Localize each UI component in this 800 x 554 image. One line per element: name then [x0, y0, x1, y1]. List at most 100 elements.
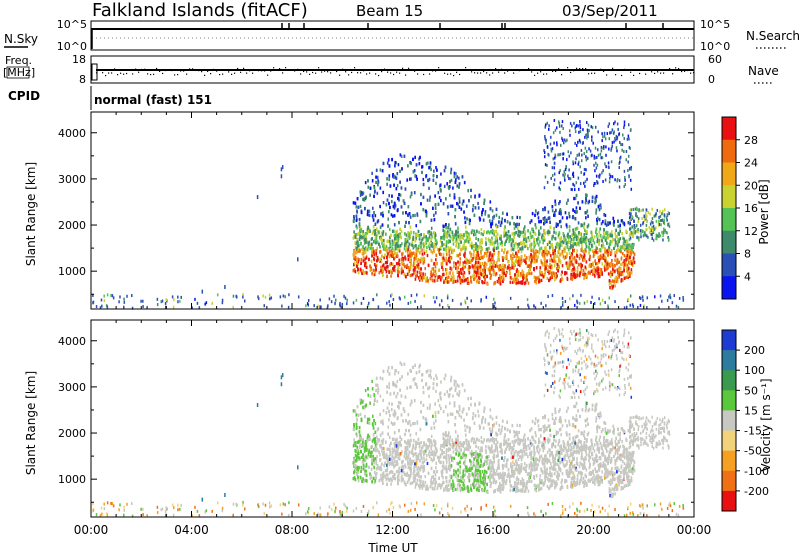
power-cell [358, 258, 360, 262]
nave-point [192, 68, 194, 70]
power-cell [446, 296, 449, 300]
power-cell [447, 275, 450, 279]
nave-point [600, 68, 602, 70]
power-cell [451, 232, 454, 237]
nave-point [342, 68, 344, 70]
power-cell [443, 280, 445, 285]
power-cell [522, 234, 525, 238]
power-cell [465, 246, 467, 250]
power-cell [420, 256, 423, 260]
power-cell [369, 193, 372, 197]
power-cell [543, 218, 546, 222]
power-cell [357, 260, 360, 264]
power-cell [333, 294, 335, 298]
nave-point [678, 68, 680, 70]
freq-unit-label: [MHz] [3, 66, 35, 79]
nave-point [633, 74, 635, 76]
power-cell [415, 252, 418, 256]
power-cell [467, 189, 470, 193]
power-cell [513, 276, 516, 280]
nave-point [408, 67, 410, 69]
power-cell [599, 227, 602, 231]
power-cell [585, 275, 588, 279]
power-cell [623, 248, 626, 252]
power-cell [414, 266, 416, 270]
power-cell [575, 274, 578, 279]
power-cell [381, 264, 384, 268]
power-cell [394, 204, 397, 208]
power-cell [110, 293, 112, 297]
power-cell [436, 278, 439, 282]
power-cell [385, 244, 388, 248]
freq-panel: Freq. [MHz] 18 8 60 0 Nave [3, 53, 779, 86]
nave-point [168, 69, 170, 71]
power-cell [633, 252, 636, 256]
power-cell [477, 260, 480, 265]
power-cell [474, 232, 477, 236]
power-cell [583, 277, 585, 281]
nave-point [213, 68, 215, 71]
power-cell [501, 211, 504, 215]
power-cell [483, 254, 485, 258]
power-cell [595, 211, 597, 215]
nave-point [111, 72, 113, 74]
nave-point [540, 71, 542, 73]
power-cell [576, 269, 579, 273]
power-cell [475, 242, 477, 246]
power-cell [603, 268, 606, 272]
power-cell [397, 163, 400, 167]
power-cell [421, 278, 424, 282]
power-cell [558, 231, 561, 235]
power-cell [602, 245, 604, 249]
power-cell [487, 237, 490, 241]
power-cell [472, 203, 475, 208]
power-cell [520, 273, 523, 277]
power-cell [530, 271, 533, 276]
power-cell [398, 296, 401, 300]
power-cell [416, 270, 419, 274]
power-cell [601, 239, 603, 243]
power-cell [563, 234, 565, 238]
power-cell [131, 294, 133, 298]
power-cell [511, 264, 513, 268]
power-cell [516, 222, 518, 226]
nave-point [246, 72, 248, 74]
power-cell [509, 238, 512, 242]
power-cell [476, 260, 479, 265]
power-cell [559, 259, 562, 264]
nave-point [612, 67, 614, 69]
power-cell [496, 237, 498, 241]
power-cell [502, 277, 505, 281]
power-cell [379, 257, 382, 261]
power-cell [364, 232, 367, 236]
power-cell [434, 211, 437, 215]
power-cell [462, 244, 465, 248]
cpid-value: normal (fast) 151 [94, 93, 212, 107]
power-cell [607, 236, 609, 240]
power-cell [502, 266, 505, 270]
power-cell [539, 272, 541, 276]
nave-point [156, 67, 158, 70]
power-cell [394, 175, 397, 179]
power-cell [556, 267, 558, 271]
power-cell [477, 201, 479, 206]
power-cell [412, 264, 415, 268]
power-cell [438, 248, 441, 252]
nave-point [237, 67, 239, 70]
power-cell [393, 229, 395, 233]
power-cell [534, 209, 537, 213]
power-cell [566, 252, 568, 256]
power-cell [593, 266, 595, 270]
power-cell [427, 230, 429, 234]
power-cell [601, 272, 604, 276]
power-cell [433, 249, 435, 253]
power-cell [365, 254, 368, 258]
power-cell [593, 241, 596, 245]
nave-point [318, 67, 320, 69]
power-cell [617, 260, 620, 265]
power-cell [465, 261, 467, 265]
nave-point [300, 73, 302, 75]
nave-point [180, 70, 182, 72]
power-cell [507, 230, 510, 234]
nave-point [438, 67, 440, 69]
